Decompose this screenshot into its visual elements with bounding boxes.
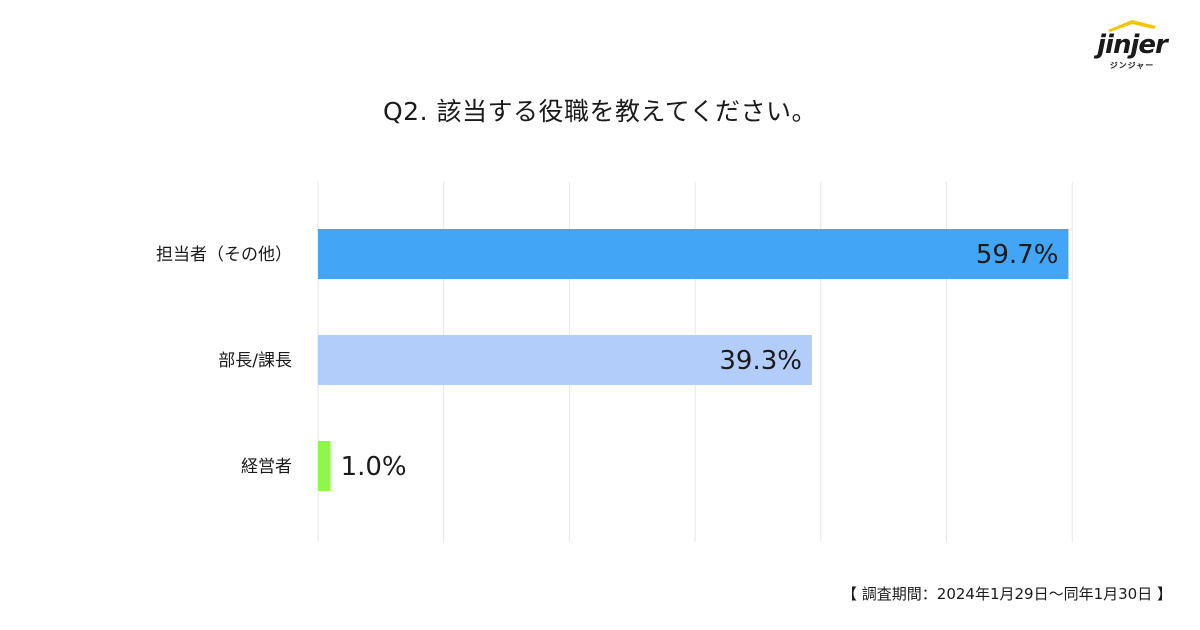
- bars: [318, 229, 1069, 491]
- category-label-1: 部長/課長: [218, 351, 292, 371]
- data-label-2: 1.0%: [341, 452, 407, 482]
- labels: 担当者（その他） 59.7% 部長/課長 39.3% 経営者 1.0%: [156, 240, 1058, 482]
- logo-subtext: ジンジャー: [1109, 61, 1155, 70]
- category-label-0: 担当者（その他）: [156, 245, 292, 265]
- logo-roof-icon: [1108, 20, 1156, 32]
- data-label-1: 39.3%: [719, 346, 802, 376]
- chart-title: Q2. 該当する役職を教えてください。: [383, 97, 817, 126]
- survey-period: 【 調査期間：2024年1月29日〜同年1月30日 】: [842, 585, 1172, 603]
- jinjer-logo: jinjer ジンジャー: [1086, 18, 1178, 74]
- bar-0: [318, 229, 1069, 279]
- bar-1: [318, 335, 813, 385]
- logo-text: jinjer: [1097, 30, 1168, 60]
- bar-2: [318, 441, 331, 491]
- category-label-2: 経営者: [241, 457, 292, 477]
- data-label-0: 59.7%: [976, 240, 1059, 270]
